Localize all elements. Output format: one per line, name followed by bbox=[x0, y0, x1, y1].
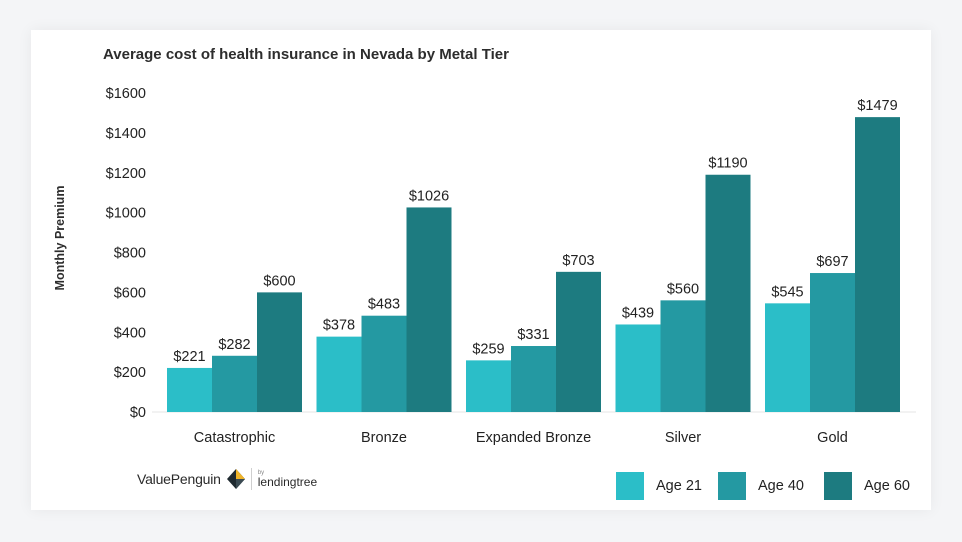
y-tick-label: $1600 bbox=[106, 86, 146, 102]
data-label: $545 bbox=[771, 284, 803, 300]
legend-swatch bbox=[718, 472, 746, 500]
bar bbox=[361, 315, 407, 412]
data-label: $378 bbox=[323, 318, 355, 334]
legend-item: Age 21 bbox=[616, 472, 702, 500]
category-label: Bronze bbox=[361, 430, 407, 446]
y-tick-label: $1400 bbox=[106, 126, 146, 142]
legend-item: Age 40 bbox=[718, 472, 804, 500]
penguin-logo-icon bbox=[226, 469, 245, 489]
y-ticks: $0 $200 $400 $600 $800 $1000 $1200 $1400 $1600 bbox=[106, 86, 146, 421]
category-label: Gold bbox=[817, 430, 848, 446]
bar bbox=[316, 336, 362, 412]
legend-swatch bbox=[616, 472, 644, 500]
bar bbox=[705, 174, 751, 412]
y-tick-label: $200 bbox=[114, 365, 146, 381]
y-tick-label: $1200 bbox=[106, 166, 146, 182]
data-label: $439 bbox=[622, 305, 654, 321]
data-label: $1026 bbox=[409, 188, 449, 204]
bar bbox=[257, 292, 302, 412]
y-tick-label: $800 bbox=[114, 246, 146, 262]
bar bbox=[810, 273, 855, 412]
bar bbox=[466, 360, 511, 412]
bar bbox=[615, 324, 661, 412]
brand-by: by bbox=[257, 470, 265, 476]
bars bbox=[167, 117, 900, 412]
data-label: $703 bbox=[562, 253, 594, 269]
lendingtree-logo: by lendingtree bbox=[258, 470, 317, 488]
bar bbox=[765, 303, 810, 412]
data-label: $259 bbox=[472, 341, 504, 357]
y-tick-label: $600 bbox=[114, 285, 146, 301]
legend-label: Age 21 bbox=[656, 478, 702, 494]
bar bbox=[406, 207, 452, 412]
data-label: $282 bbox=[218, 337, 250, 353]
legend-swatch bbox=[824, 472, 852, 500]
data-label: $1479 bbox=[857, 98, 897, 114]
legend-label: Age 40 bbox=[758, 478, 804, 494]
chart-title: Average cost of health insurance in Neva… bbox=[103, 46, 509, 63]
bar bbox=[167, 367, 212, 412]
valuepenguin-logo: ValuePenguin by lendingtree bbox=[137, 466, 317, 492]
legend-item: Age 60 bbox=[824, 472, 910, 500]
bar bbox=[511, 346, 556, 412]
y-tick-label: $0 bbox=[130, 405, 146, 421]
bar bbox=[660, 300, 706, 412]
bar bbox=[556, 271, 601, 412]
y-tick-label: $1000 bbox=[106, 206, 146, 222]
data-label: $331 bbox=[517, 327, 549, 343]
category-labels: Catastrophic Bronze Expanded Bronze Silver G… bbox=[194, 430, 848, 446]
brand-name: ValuePenguin bbox=[137, 471, 221, 487]
data-label: $600 bbox=[263, 273, 295, 289]
logo-separator bbox=[250, 468, 252, 490]
data-label: $483 bbox=[368, 297, 400, 313]
y-tick-label: $400 bbox=[114, 325, 146, 341]
data-label: $1190 bbox=[708, 156, 747, 172]
y-axis-label: Monthly Premium bbox=[53, 186, 67, 291]
bar bbox=[855, 117, 900, 412]
category-label: Catastrophic bbox=[194, 430, 275, 446]
category-label: Expanded Bronze bbox=[476, 430, 591, 446]
legend-label: Age 60 bbox=[864, 478, 910, 494]
bar bbox=[212, 355, 257, 412]
data-label: $560 bbox=[667, 281, 699, 297]
data-labels: $221 $282 $600 $378 $483 $1026 $259 $331 $703 $43… bbox=[173, 98, 897, 365]
data-label: $697 bbox=[816, 254, 848, 270]
category-label: Silver bbox=[665, 430, 701, 446]
partner-name: lendingtree bbox=[257, 475, 318, 489]
data-label: $221 bbox=[173, 349, 205, 365]
chart-card bbox=[31, 30, 931, 510]
